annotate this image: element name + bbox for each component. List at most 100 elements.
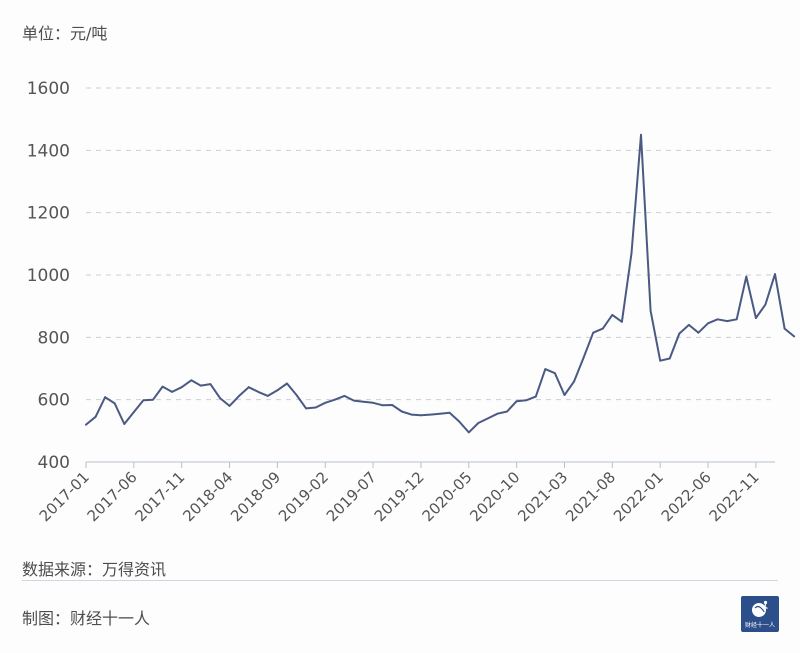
x-tick-label: 2022-11 (706, 468, 763, 525)
y-tick-label: 1600 (27, 79, 70, 99)
data-source-label: 数据来源：万得资讯 (22, 560, 167, 579)
data-point (113, 402, 116, 405)
data-point (94, 415, 97, 418)
x-tick-label: 2019-07 (323, 468, 380, 525)
data-point (716, 318, 719, 321)
line-chart: 400 600 800 1000 1200 1400 1600 2017-012017-06… (27, 79, 796, 525)
data-point (429, 413, 432, 416)
y-tick-labels: 400 600 800 1000 1200 1400 1600 (27, 79, 70, 473)
data-point (362, 400, 365, 403)
x-tick-label: 2017-06 (84, 468, 141, 525)
data-point (314, 406, 317, 409)
data-point (649, 309, 652, 312)
data-point (640, 133, 642, 136)
data-point (487, 417, 489, 420)
data-point (266, 395, 269, 397)
data-point (295, 394, 298, 396)
x-tick-label: 2021-03 (514, 468, 571, 525)
data-point (123, 423, 126, 425)
data-point (544, 368, 547, 370)
data-point (391, 404, 394, 406)
data-point (286, 382, 288, 385)
data-point (764, 303, 767, 306)
series-line (85, 133, 796, 434)
x-tick-label: 2022-01 (610, 468, 667, 525)
data-point (467, 431, 470, 434)
data-point (85, 423, 87, 426)
data-point (621, 320, 623, 323)
data-point (601, 327, 604, 330)
data-point (305, 407, 307, 410)
data-point (735, 318, 738, 321)
data-point (755, 317, 757, 319)
data-point (276, 389, 279, 392)
chart-maker-label: 制图：财经十一人 (22, 609, 151, 628)
x-tick-label: 2017-01 (36, 468, 93, 525)
x-tick-label: 2020-05 (419, 468, 476, 525)
x-tick-label: 2018-04 (179, 468, 236, 525)
x-axis (85, 461, 775, 468)
data-point (525, 399, 528, 402)
data-point (573, 380, 575, 383)
data-point (688, 324, 690, 326)
data-point (659, 359, 662, 362)
y-tick-label: 1400 (27, 141, 70, 161)
x-tick-label: 2019-02 (275, 468, 332, 525)
data-point (219, 397, 221, 399)
data-point (534, 395, 537, 398)
x-tick-label: 2022-06 (658, 468, 715, 525)
data-point (697, 331, 700, 334)
data-point (247, 386, 250, 389)
logo-text: 财经十一人 (744, 622, 775, 629)
x-tick-label: 2020-10 (466, 468, 523, 525)
data-point (353, 399, 355, 402)
x-tick-label: 2017-11 (131, 468, 188, 525)
data-point (324, 401, 327, 404)
data-point (343, 395, 346, 397)
data-point (496, 412, 499, 415)
data-point (592, 331, 595, 334)
data-point (132, 411, 135, 413)
data-point (410, 413, 413, 416)
data-point (171, 391, 174, 393)
data-point (228, 405, 231, 407)
y-tick-label: 400 (38, 453, 70, 473)
data-point (458, 420, 461, 423)
data-point (668, 357, 671, 360)
data-point (678, 332, 681, 335)
y-tick-label: 1200 (27, 204, 70, 224)
data-point (611, 314, 614, 316)
data-point (745, 275, 748, 278)
data-point (774, 273, 776, 275)
data-point (783, 327, 786, 330)
data-point (381, 404, 384, 407)
data-point (152, 398, 154, 401)
data-point (257, 391, 260, 393)
series-layer (85, 133, 796, 434)
brand-logo: 财经十一人 (741, 596, 779, 632)
unit-label: 单位：元/吨 (22, 24, 108, 43)
data-point (793, 335, 795, 338)
data-point (333, 398, 336, 401)
data-point (477, 422, 480, 424)
data-point (582, 356, 585, 359)
footer-divider (22, 580, 778, 581)
data-point (238, 395, 241, 397)
data-point (563, 394, 566, 396)
y-tick-label: 1000 (27, 266, 70, 286)
data-point (707, 322, 709, 325)
data-point (199, 384, 202, 387)
grid-lines (86, 87, 775, 401)
data-point (448, 411, 451, 414)
data-point (630, 252, 633, 255)
x-tick-label: 2021-08 (562, 468, 619, 525)
data-point (439, 412, 441, 415)
x-tick-label: 2019-12 (371, 468, 428, 525)
data-point (104, 396, 106, 399)
x-tick-labels: 2017-012017-062017-112018-042018-092019-… (36, 468, 763, 525)
data-point (190, 379, 193, 382)
data-point (554, 372, 556, 375)
data-point (180, 386, 183, 389)
globe-with-figure-icon (752, 600, 768, 617)
data-point (515, 400, 518, 403)
